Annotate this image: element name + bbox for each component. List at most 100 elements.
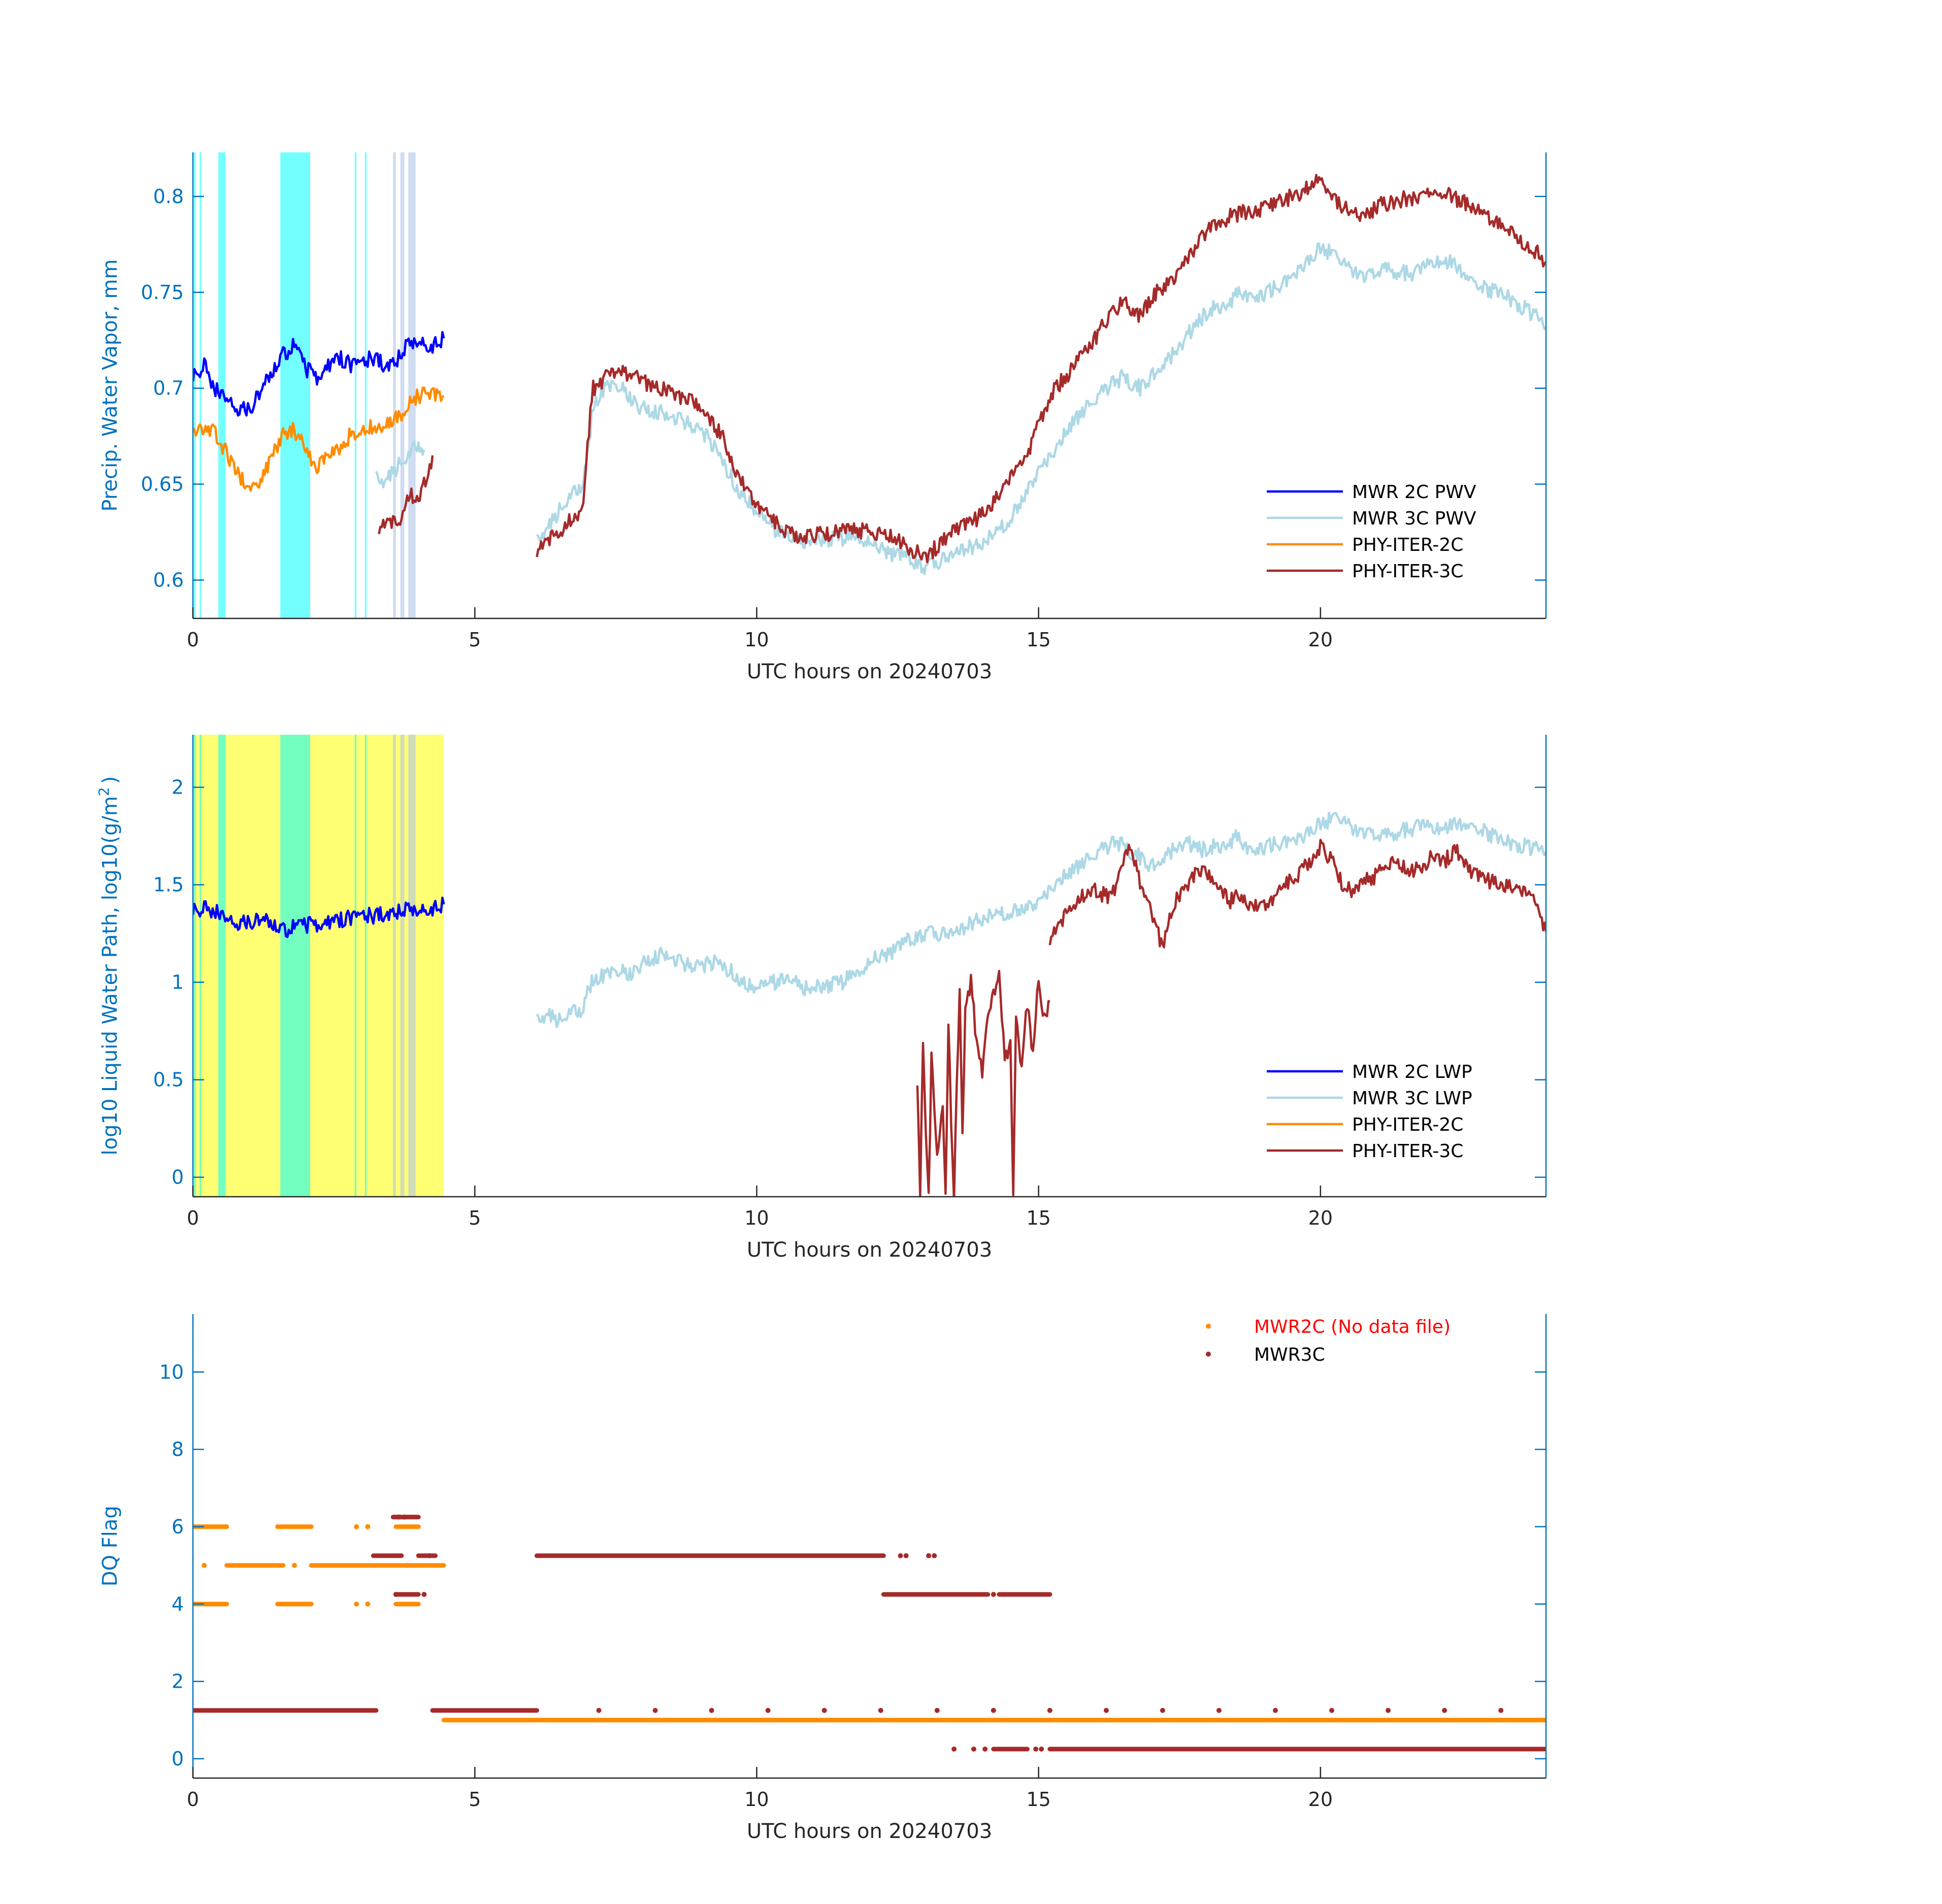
- shading-band: [280, 152, 310, 618]
- shading-band: [400, 152, 405, 618]
- series-line-2: [193, 386, 445, 492]
- scatter-point-1: [402, 1514, 407, 1520]
- x-axis-title: UTC hours on 20240703: [747, 660, 992, 683]
- x-tick-label: 10: [744, 1788, 769, 1811]
- x-tick-label: 5: [469, 1788, 481, 1811]
- legend-label: MWR 3C LWP: [1352, 1088, 1472, 1109]
- series-line-1: [536, 242, 1546, 576]
- scatter-point-1: [1329, 1708, 1335, 1713]
- scatter-point-1: [652, 1708, 658, 1713]
- shading-band: [408, 152, 416, 618]
- shading-band: [200, 735, 202, 1197]
- series-line-3: [378, 455, 434, 535]
- scatter-point-1: [709, 1708, 714, 1713]
- x-axis-title: UTC hours on 20240703: [747, 1238, 992, 1262]
- legend-label: MWR2C (No data file): [1254, 1317, 1451, 1337]
- x-tick-label: 10: [744, 1207, 769, 1229]
- y-tick-label: 2: [172, 776, 184, 799]
- shading-band: [365, 152, 367, 618]
- shading-band: [400, 735, 405, 1197]
- shading-band: [354, 152, 357, 618]
- scatter-point-1: [396, 1514, 402, 1520]
- shading-band: [354, 735, 357, 1197]
- dq-flag-panel: 0 5 10 15 20 0 2 4 6 8 10 UTC hours on 20240703 DQ F…: [98, 1314, 1547, 1843]
- scatter-point-0: [354, 1601, 359, 1607]
- scatter-point-1: [971, 1746, 976, 1752]
- scatter-point-0: [365, 1601, 371, 1607]
- scatter-point-1: [934, 1708, 940, 1713]
- y-tick-label: 0: [172, 1748, 184, 1770]
- scatter-point-0: [404, 1563, 410, 1568]
- x-tick-label: 20: [1308, 1207, 1333, 1229]
- y-tick-label: 1.5: [153, 874, 184, 896]
- y-axis-title-main: log10 Liquid Water Path, log10(g/m: [98, 796, 122, 1156]
- legend: MWR2C (No data file) MWR3C: [1206, 1317, 1451, 1365]
- legend-label: PHY-ITER-2C: [1352, 535, 1463, 555]
- y-tick-label: 0.65: [141, 473, 184, 496]
- y-axis-title: DQ Flag: [98, 1505, 122, 1586]
- plot-area: [193, 1514, 1546, 1752]
- scatter-point-1: [1273, 1708, 1278, 1713]
- y-tick-label: 8: [172, 1438, 184, 1461]
- x-tick-label: 0: [187, 1207, 199, 1229]
- scatter-point-1: [1033, 1746, 1039, 1752]
- y-tick-label: 10: [159, 1361, 184, 1383]
- y-tick-label: 0.5: [153, 1069, 184, 1091]
- scatter-point-1: [596, 1708, 602, 1713]
- y-axis-title-end: ): [98, 776, 122, 784]
- plot-area: [193, 735, 1546, 1197]
- scatter-point-1: [421, 1592, 427, 1597]
- x-tick-label: 10: [744, 629, 769, 651]
- y-tick-label: 4: [172, 1593, 184, 1615]
- scatter-point-1: [1216, 1708, 1222, 1713]
- legend-label: MWR 2C LWP: [1352, 1062, 1472, 1082]
- shading-band: [194, 735, 196, 1197]
- pwv-panel: 0 5 10 15 20 0.6 0.65 0.7 0.75 0.8 UTC hours on 20…: [98, 152, 1547, 683]
- series-line-3: [916, 970, 1050, 1197]
- plot-area: [193, 152, 1546, 618]
- shading-band: [194, 152, 196, 618]
- scatter-point-1: [393, 1592, 399, 1597]
- legend-label: PHY-ITER-3C: [1352, 1141, 1463, 1162]
- x-tick-label: 15: [1026, 1207, 1050, 1229]
- y-tick-label: 0: [172, 1166, 184, 1189]
- x-tick-label: 5: [469, 1207, 481, 1229]
- scatter-point-1: [1160, 1708, 1165, 1713]
- series-line-3: [1048, 839, 1546, 948]
- x-tick-label: 5: [469, 629, 481, 651]
- shading-band: [218, 735, 226, 1197]
- y-tick-label: 0.6: [153, 569, 184, 591]
- x-tick-label: 20: [1308, 1788, 1333, 1811]
- x-tick-label: 15: [1026, 629, 1050, 651]
- series-line-0: [193, 331, 445, 417]
- legend-label: PHY-ITER-3C: [1352, 561, 1463, 582]
- scatter-point-1: [427, 1553, 433, 1559]
- scatter-point-1: [926, 1553, 932, 1559]
- scatter-point-1: [1498, 1708, 1504, 1713]
- scatter-point-1: [932, 1553, 937, 1559]
- y-tick-label: 0.8: [153, 185, 184, 208]
- scatter-point-1: [765, 1708, 771, 1713]
- series-line-1: [536, 811, 1546, 1028]
- y-tick-label: 0.7: [153, 377, 184, 400]
- scatter-point-0: [202, 1563, 207, 1568]
- shading-band: [393, 152, 396, 618]
- x-tick-label: 0: [187, 1788, 199, 1811]
- scatter-point-1: [982, 1746, 988, 1752]
- scatter-point-1: [951, 1746, 957, 1752]
- y-axis-title: Precip. Water Vapor, mm: [98, 259, 122, 512]
- y-axis-title-superscript: 2: [95, 787, 112, 796]
- y-tick-label: 0.75: [141, 281, 184, 304]
- x-tick-label: 20: [1308, 629, 1333, 651]
- series-line-0: [193, 896, 445, 938]
- scatter-point-1: [1047, 1708, 1052, 1713]
- scatter-point-1: [878, 1708, 883, 1713]
- scatter-point-1: [1103, 1708, 1109, 1713]
- y-tick-label: 6: [172, 1516, 184, 1538]
- series-line-3: [536, 174, 1546, 564]
- shading-band: [393, 735, 396, 1197]
- shading-band: [408, 735, 416, 1197]
- scatter-point-0: [354, 1524, 359, 1529]
- scatter-point-1: [903, 1553, 909, 1559]
